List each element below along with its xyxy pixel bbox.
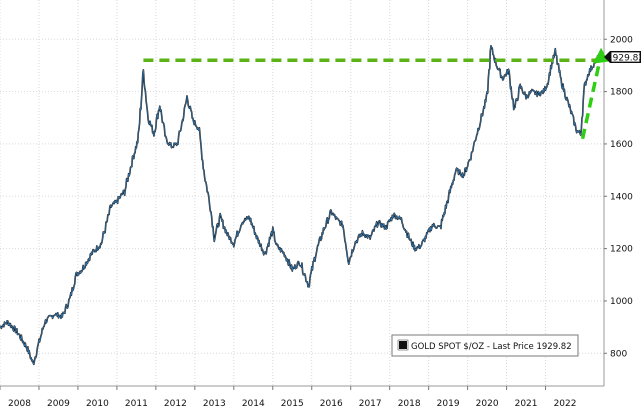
x-tick-label: 2018 <box>398 399 421 409</box>
y-tick-label: 1400 <box>610 192 633 202</box>
x-tick-label: 2017 <box>359 399 382 409</box>
x-tick-label: 2022 <box>554 399 577 409</box>
last-price-flag-box <box>610 51 641 63</box>
legend-label: GOLD SPOT $/OZ - Last Price 1929.82 <box>411 342 572 352</box>
legend: GOLD SPOT $/OZ - Last Price 1929.82 <box>391 334 579 357</box>
x-tick-label: 2010 <box>86 399 109 409</box>
last-price-flag-text: 1929.82 <box>607 54 641 64</box>
x-tick-label: 2016 <box>320 399 343 409</box>
last-price-flag: 1929.82 <box>604 51 641 64</box>
y-tick-label: 1800 <box>610 88 633 98</box>
x-tick-label: 2013 <box>203 399 226 409</box>
x-tick-label: 2021 <box>515 399 538 409</box>
y-tick-label: 800 <box>610 349 627 359</box>
series-line <box>0 45 599 366</box>
legend-swatch-outline <box>397 339 409 351</box>
y-tick-label: 2000 <box>610 35 633 45</box>
legend-box <box>391 334 579 357</box>
trend-arrow-head <box>593 47 609 64</box>
x-tick-label: 2009 <box>47 399 70 409</box>
x-tick-label: 2014 <box>242 399 265 409</box>
x-tick-labels: 2008 2009 2010 2011 2012 2013 2014 2015 2016 2017… <box>0 386 576 409</box>
trend-arrow-shaft <box>580 63 601 140</box>
x-tick-label: 2019 <box>437 399 460 409</box>
y-tick-labels: 800 1000 1200 1400 1600 1800 2000 <box>604 35 633 359</box>
y-tick-label: 1200 <box>610 245 633 255</box>
series-line-highlight <box>0 45 599 365</box>
series-group <box>0 45 599 366</box>
grid <box>0 0 604 386</box>
y-tick-label: 1600 <box>610 140 633 150</box>
axes <box>0 0 605 387</box>
annotations <box>143 47 609 140</box>
y-tick-label: 1000 <box>610 297 633 307</box>
x-tick-label: 2015 <box>281 399 304 409</box>
x-tick-label: 2011 <box>125 399 148 409</box>
x-tick-label: 2008 <box>8 399 31 409</box>
x-tick-label: 2012 <box>164 399 187 409</box>
legend-swatch <box>399 341 407 349</box>
x-tick-label: 2020 <box>476 399 499 409</box>
